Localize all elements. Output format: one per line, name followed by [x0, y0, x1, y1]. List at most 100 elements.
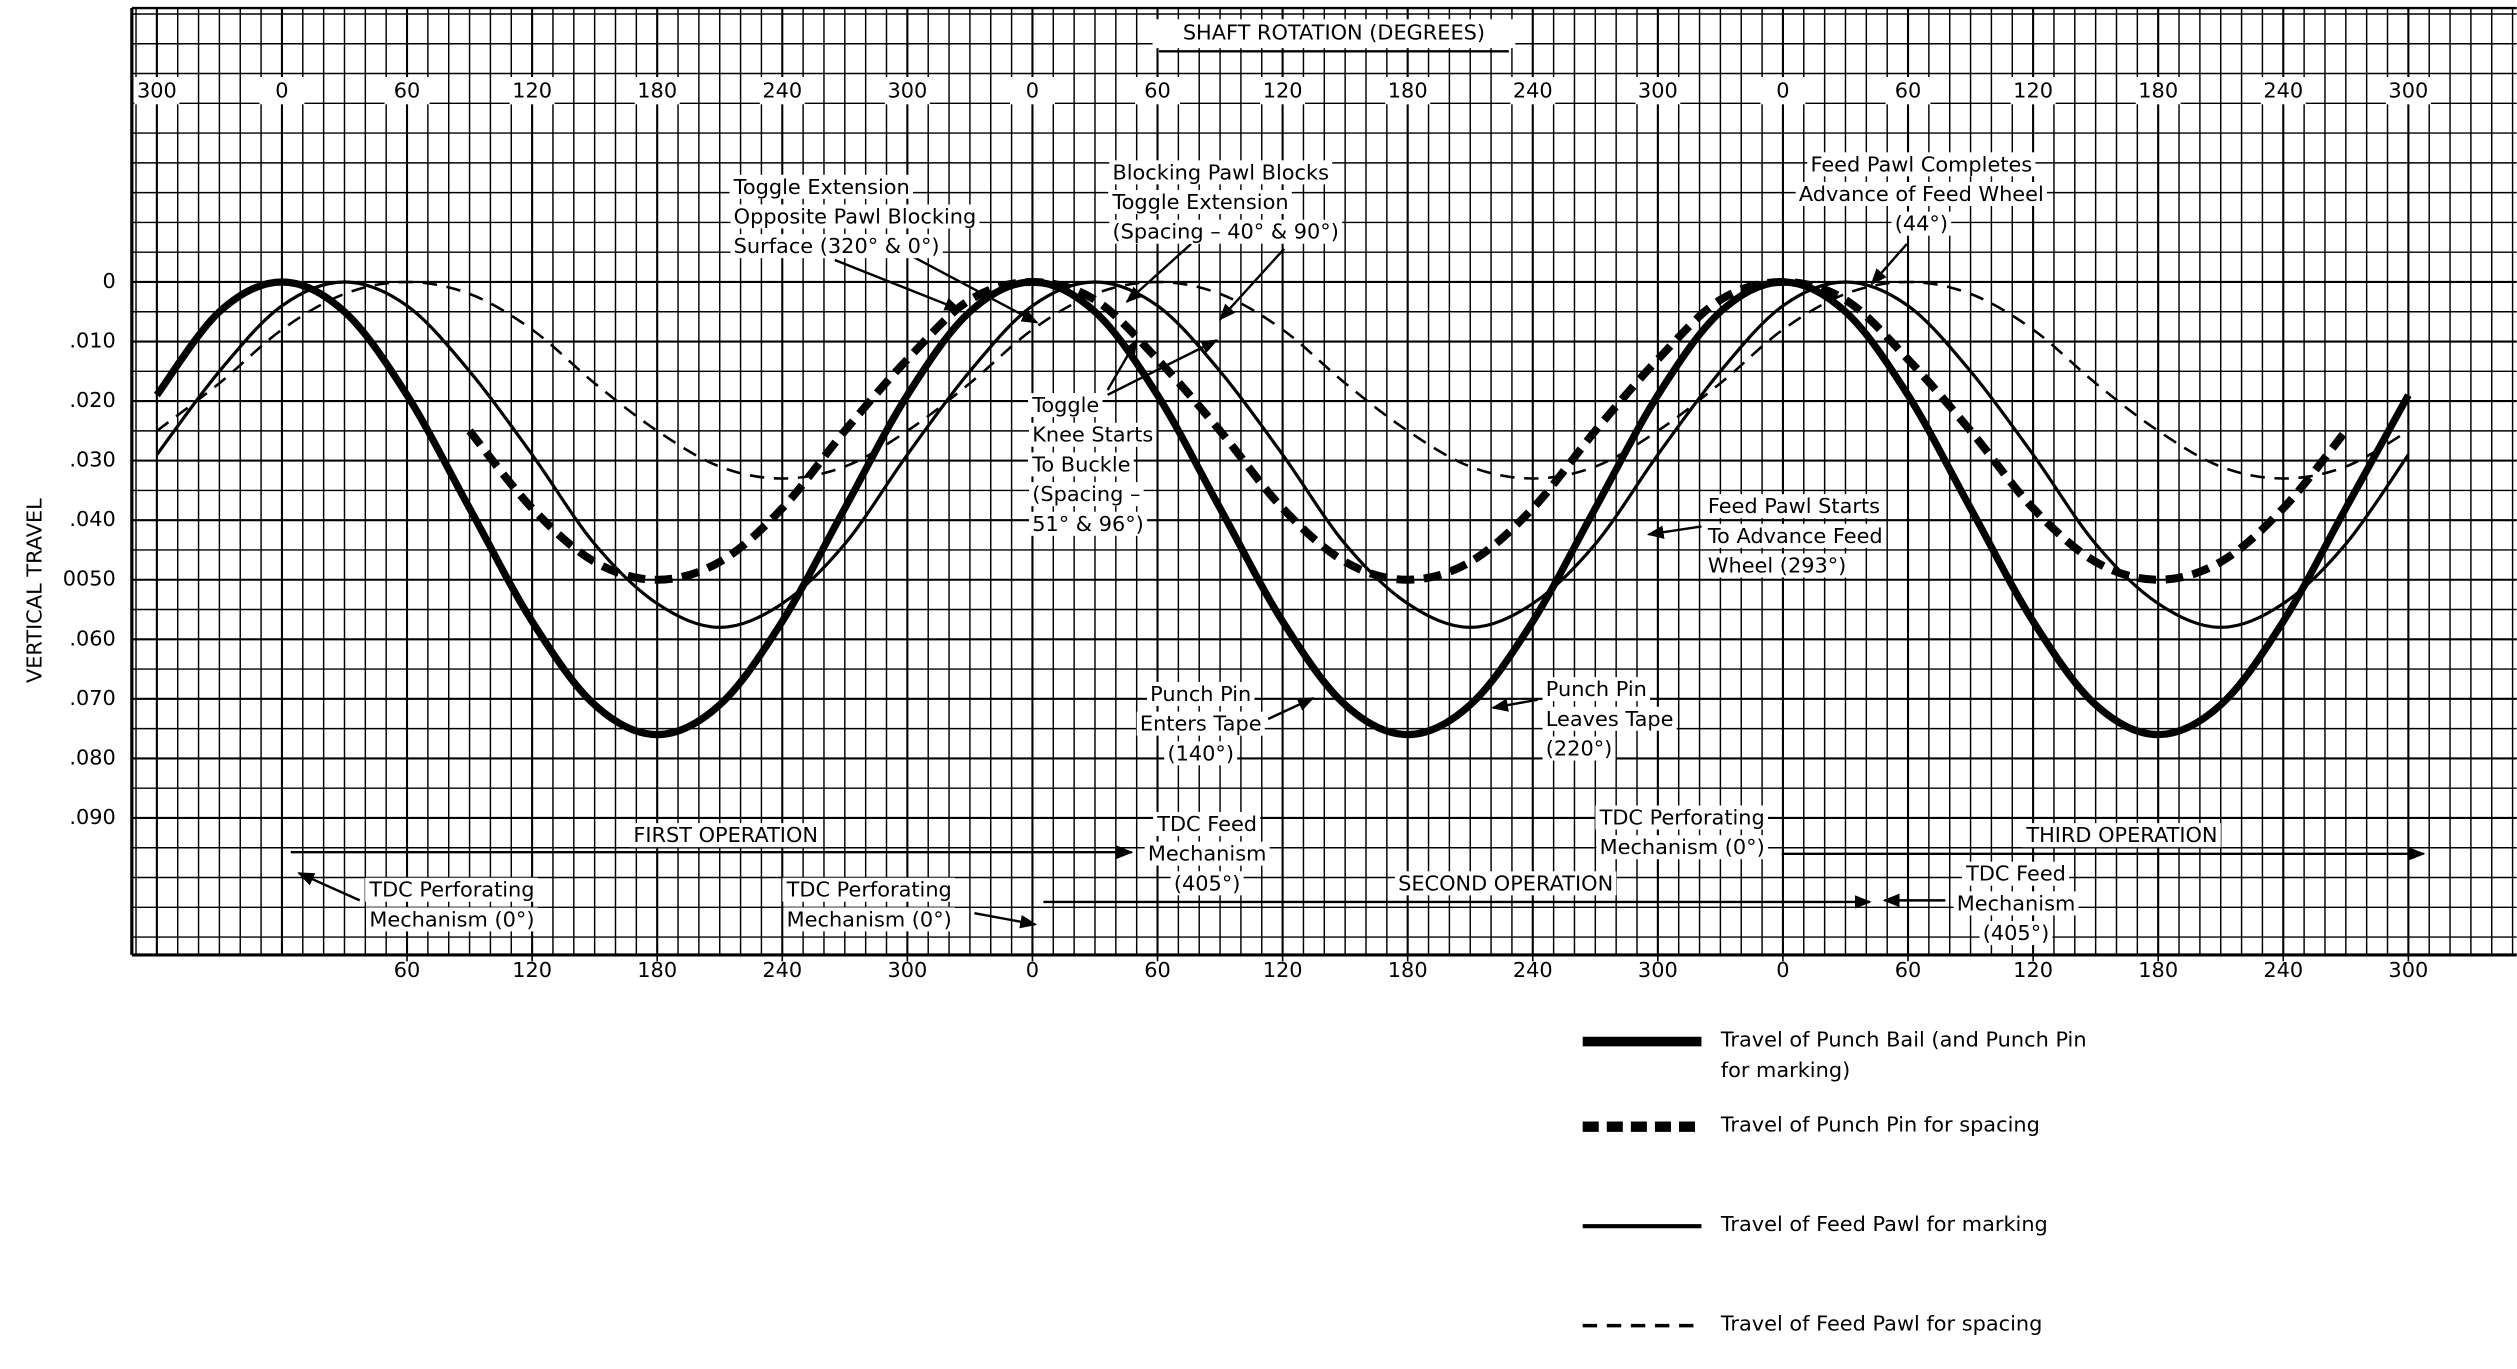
annotation-text: TDC Perforating: [1599, 806, 1765, 830]
annotation-arrow: [1218, 247, 1286, 321]
label-background: [1595, 805, 1768, 830]
label-background: [730, 204, 980, 229]
label-background: [1170, 871, 1244, 896]
label-background: [1760, 77, 1806, 105]
label-background: [1027, 393, 1103, 418]
annotation-text: SECOND OPERATION: [1398, 871, 1613, 895]
label-background: [730, 234, 943, 259]
x2-tick-label: 0: [1776, 958, 1789, 982]
label-background: [2385, 77, 2431, 105]
series-line: [153, 278, 2412, 739]
series-line: [155, 280, 2410, 629]
annotation-text: Mechanism (0°): [369, 907, 534, 931]
legend-entry: Travel of Feed Pawl for marking: [1720, 1213, 2048, 1238]
annotation-text: Feed Pawl Completes: [1810, 152, 2032, 176]
label-background: [1164, 741, 1238, 766]
x-tick-label: 300: [1638, 78, 1678, 102]
label-background: [384, 77, 430, 105]
label-background: [1144, 841, 1270, 866]
label-background: [729, 174, 914, 199]
annotation-text: Blocking Pawl Blocks: [1112, 160, 1329, 184]
label-background: [1135, 77, 1180, 105]
label-background: [509, 77, 555, 105]
annotation-text: Toggle Extension: [733, 175, 910, 199]
x-tick-label: 60: [1144, 78, 1171, 102]
x2-tick-label: 120: [512, 958, 552, 982]
label-background: [1542, 706, 1677, 731]
x-tick-label: 120: [2013, 78, 2053, 102]
label-background: [1542, 736, 1616, 761]
x-tick-label: 300: [887, 78, 927, 102]
label-background: [1109, 219, 1343, 244]
legend-entry: Travel of Punch Pin for spacing: [1720, 1113, 2040, 1138]
label-background: [1009, 77, 1055, 105]
annotation-text: 51° & 96°): [1032, 512, 1144, 536]
annotation-text: Advance of Feed Wheel: [1799, 182, 2044, 206]
legend-label: Travel of Punch Pin for spacing: [1720, 1113, 2040, 1138]
x-axis-title: SHAFT ROTATION (DEGREES): [1183, 21, 1485, 45]
annotation-arrow: [1646, 525, 1702, 539]
label-background: [1385, 77, 1431, 105]
label-background: [134, 77, 180, 105]
label-background: [634, 77, 680, 105]
annotation-text: (405°): [1174, 871, 1241, 895]
x-tick-label: 240: [1513, 78, 1553, 102]
y-tick-label: .020: [69, 388, 115, 412]
legend-label: Travel of Feed Pawl for spacing: [1720, 1312, 2043, 1337]
x2-tick-label: 60: [1895, 958, 1922, 982]
annotation-arrow: [906, 252, 1039, 324]
label-background: [259, 77, 305, 105]
label-background: [1891, 211, 1952, 236]
x-tick-label: 240: [762, 78, 802, 102]
label-background: [1260, 77, 1306, 105]
annotation-arrow: [1125, 243, 1192, 303]
label-background: [1704, 553, 1850, 578]
label-background: [1885, 77, 1931, 105]
annotation-text: TDC Feed: [1156, 812, 1257, 836]
x-tick-label: 180: [1388, 78, 1428, 102]
annotation-text: (44°): [1895, 212, 1948, 236]
label-background: [2022, 823, 2221, 848]
annotation-text: Mechanism: [1148, 842, 1267, 866]
label-background: [1108, 190, 1292, 215]
annotation-text: (140°): [1167, 741, 1234, 765]
y-tick-label: .060: [69, 626, 115, 650]
annotation-text: TDC Perforating: [368, 878, 534, 902]
x-tick-label: 0: [1026, 78, 1039, 102]
x-tick-label: 60: [394, 78, 421, 102]
label-background: [1109, 160, 1333, 185]
x2-tick-label: 180: [2138, 958, 2178, 982]
annotation-text: Punch Pin: [1150, 682, 1251, 706]
x-tick-label: 240: [2263, 78, 2303, 102]
annotation-text: To Buckle: [1031, 452, 1130, 476]
annotation-text: Wheel (293°): [1708, 554, 1846, 578]
label-background: [1027, 452, 1134, 477]
label-background: [1704, 494, 1884, 519]
y-tick-label: .090: [69, 805, 115, 829]
x2-tick-label: 60: [394, 958, 421, 982]
x2-tick-label: 240: [762, 958, 802, 982]
annotation-text: Knee Starts: [1032, 423, 1153, 447]
annotation-arrow: [1107, 339, 1219, 396]
label-background: [365, 877, 538, 902]
label-background: [2260, 77, 2306, 105]
label-background: [1028, 482, 1144, 507]
annotation-arrow: [1491, 698, 1538, 712]
annotation-text: TDC Feed: [1965, 862, 2066, 886]
label-background: [1961, 861, 2070, 886]
y-tick-label: .080: [69, 745, 115, 769]
label-background: [630, 823, 822, 848]
label-background: [1028, 511, 1148, 536]
label-background: [1542, 677, 1651, 702]
curves: [153, 277, 2412, 739]
label-background: [1795, 181, 2047, 206]
x-tick-label: 0: [1776, 78, 1789, 102]
label-background: [759, 77, 805, 105]
x-tick-label: 300: [137, 78, 177, 102]
label-background: [782, 877, 956, 902]
annotation-text: Leaves Tape: [1546, 707, 1674, 731]
y-axis-title: VERTICAL TRAVEL: [23, 498, 47, 683]
legend-entry: Travel of Punch Bail (and Punch Pin for …: [1721, 1029, 2087, 1084]
legend-label: Travel of Feed Pawl for marking: [1720, 1213, 2048, 1238]
